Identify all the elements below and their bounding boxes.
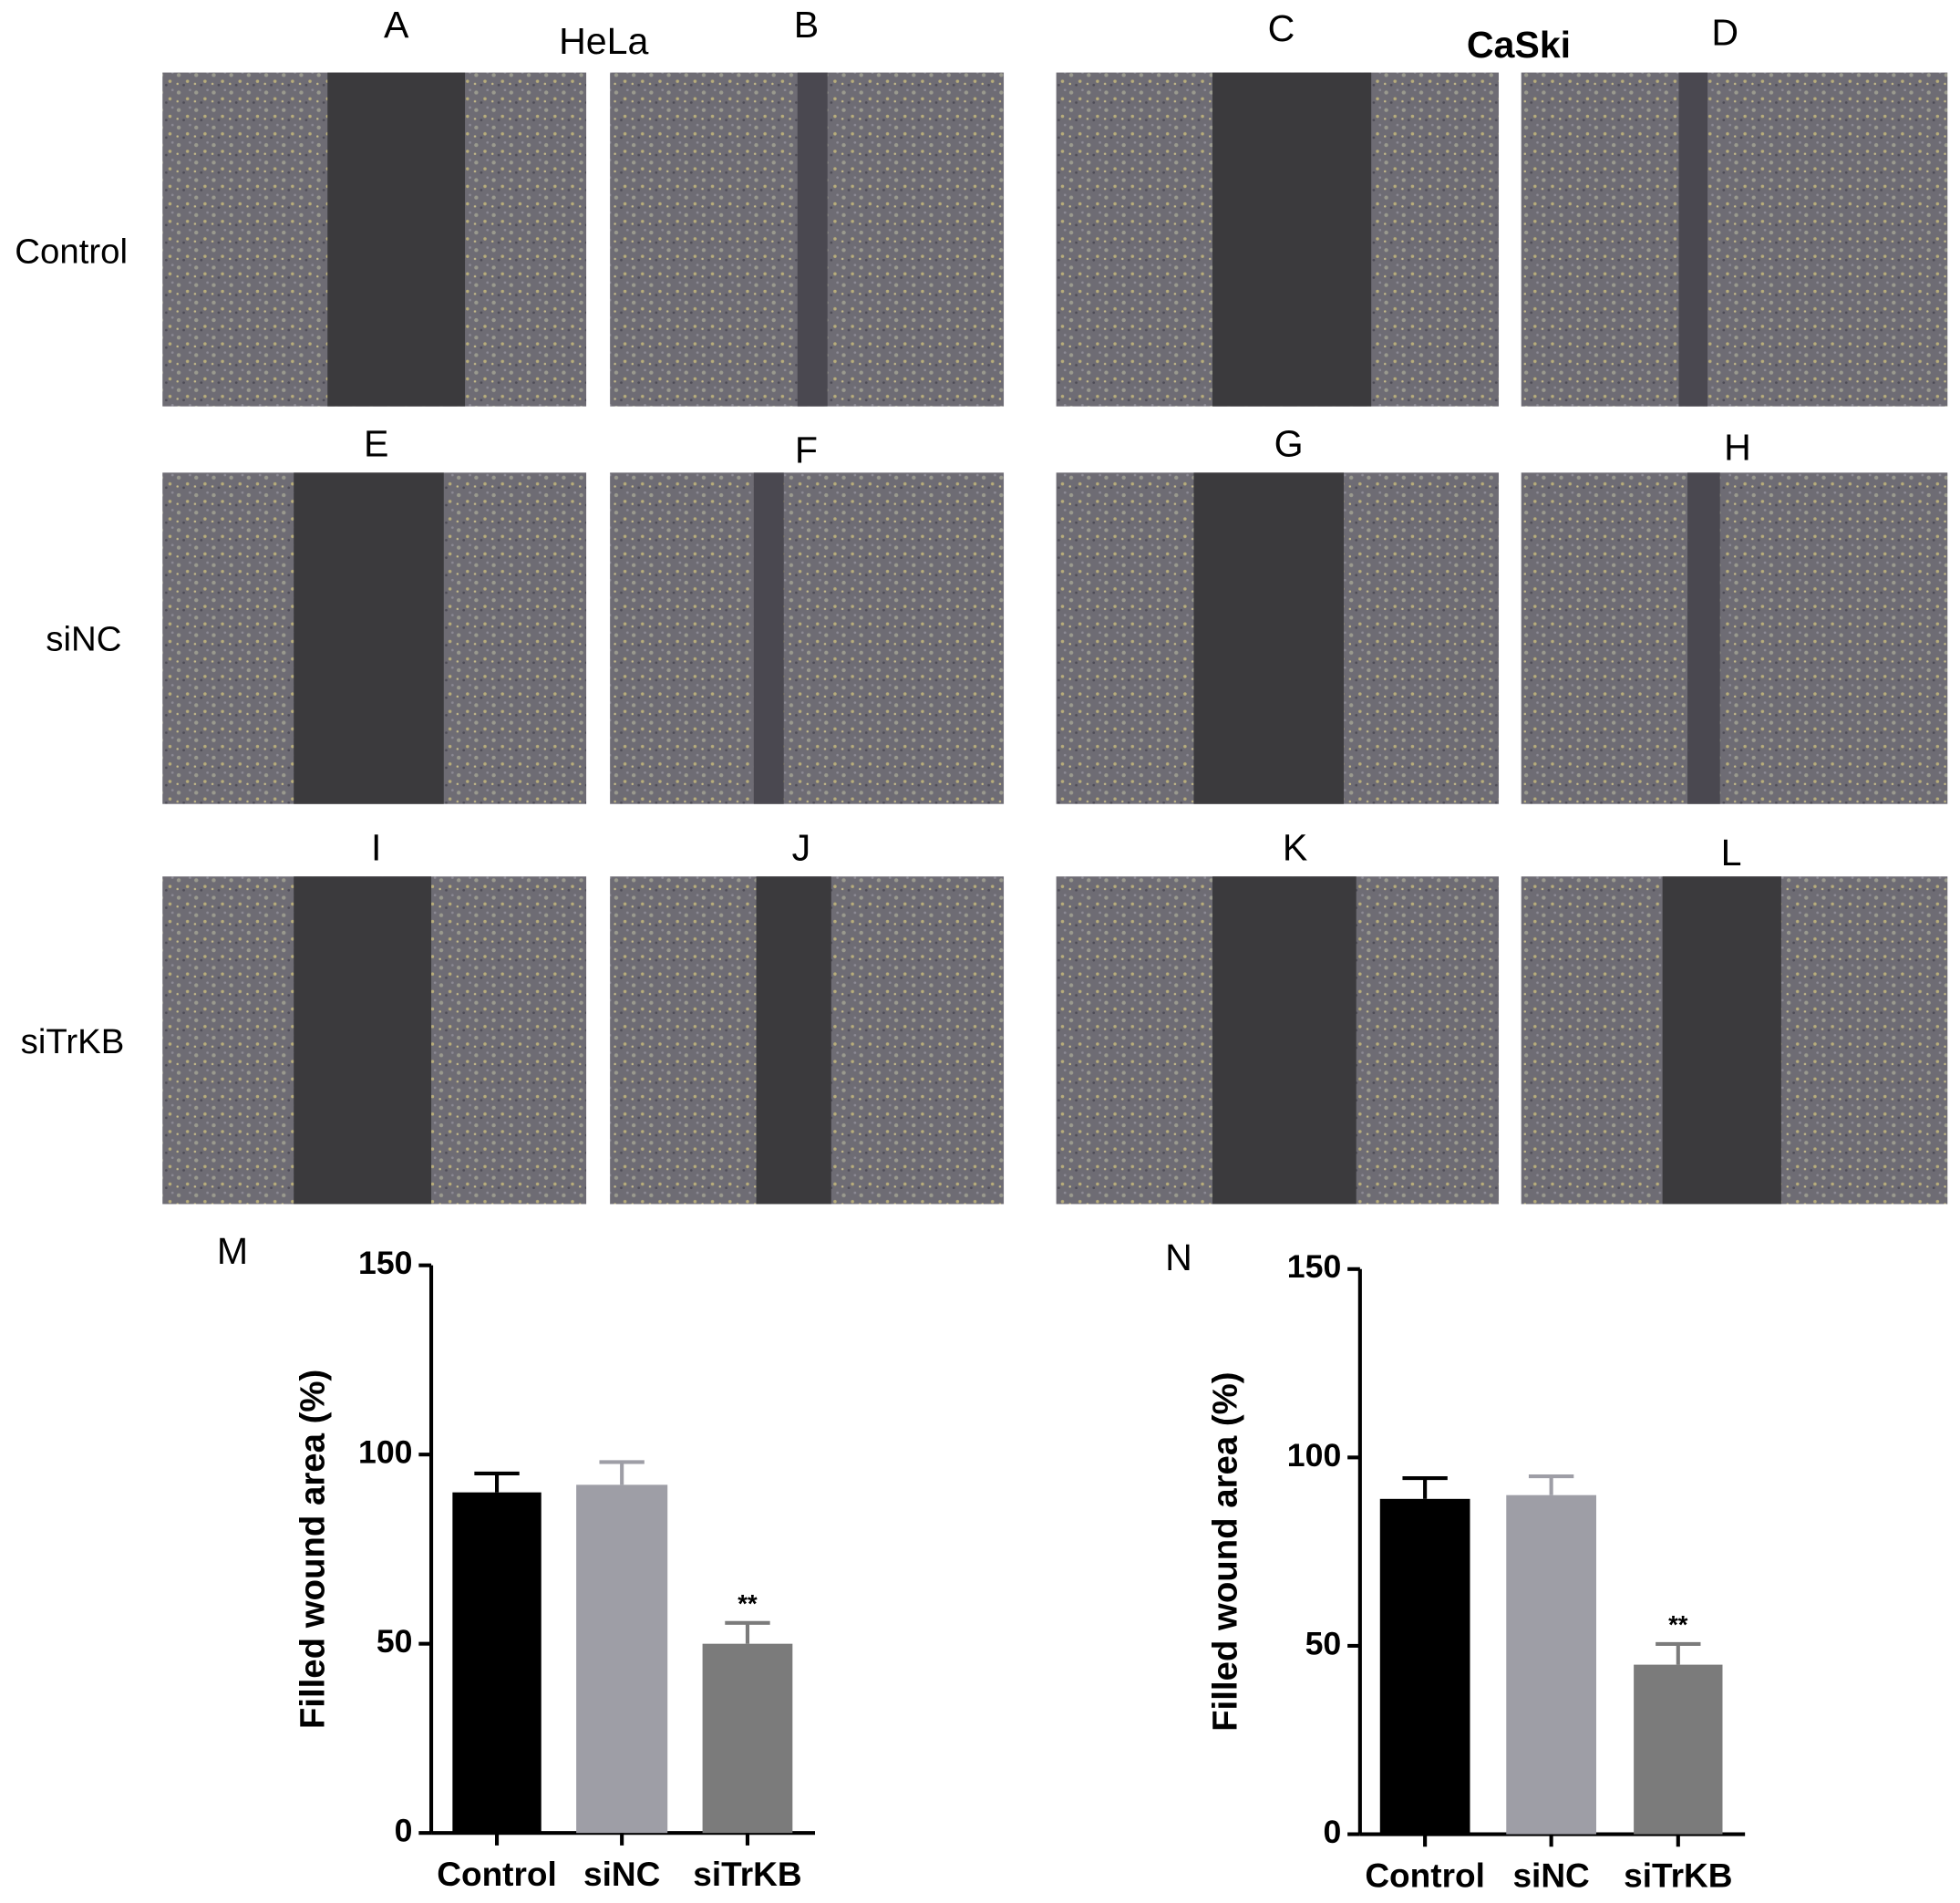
bar: [452, 1492, 542, 1834]
panel-label: M: [217, 1230, 248, 1272]
y-tick-label: 0: [395, 1813, 413, 1849]
panel-label: G: [1274, 422, 1304, 464]
bar: [1634, 1664, 1723, 1835]
wound-gap: [756, 876, 831, 1205]
y-axis-label: Filled wound area (%): [1206, 1371, 1245, 1731]
row-label: siTrKB: [21, 1022, 125, 1061]
y-tick-label: 150: [1287, 1248, 1341, 1285]
panel-label: K: [1283, 826, 1307, 868]
wound-gap: [797, 72, 828, 407]
bar: [576, 1484, 668, 1834]
wound-gap: [1212, 876, 1357, 1205]
y-tick-label: 100: [358, 1434, 412, 1471]
wound-gap: [1687, 472, 1720, 804]
micrograph: [1521, 472, 1948, 804]
panel-label: A: [384, 4, 409, 46]
panel-label: C: [1268, 7, 1295, 49]
x-tick-label: siNC: [583, 1855, 660, 1893]
panel-label: N: [1165, 1236, 1192, 1278]
row-label: Control: [15, 233, 128, 272]
wound-gap: [753, 472, 784, 804]
bar: [1379, 1498, 1470, 1835]
wound-gap: [294, 876, 432, 1205]
significance-label: **: [738, 1589, 758, 1618]
x-tick-label: siNC: [1512, 1856, 1589, 1894]
panel-label: D: [1711, 11, 1738, 53]
y-tick-label: 50: [1305, 1625, 1342, 1661]
micrograph: [610, 472, 1005, 804]
panel-label: B: [794, 4, 819, 46]
row-label: siNC: [46, 620, 121, 659]
x-tick-label: Control: [1365, 1856, 1485, 1894]
x-tick-label: siTrKB: [693, 1855, 801, 1893]
y-axis-label: Filled wound area (%): [294, 1370, 333, 1729]
panel-label: J: [792, 826, 811, 868]
x-tick-label: Control: [437, 1855, 557, 1893]
y-tick-label: 150: [358, 1245, 412, 1281]
wound-gap: [294, 472, 444, 804]
panel-label: F: [795, 429, 818, 471]
cell-line-label: CaSki: [1467, 24, 1571, 66]
cell-line-label: HeLa: [559, 20, 648, 62]
panel-label: H: [1724, 427, 1751, 469]
wound-gap: [1212, 72, 1372, 407]
panel-label: E: [364, 422, 388, 464]
y-tick-label: 50: [377, 1623, 413, 1660]
bar: [702, 1643, 793, 1834]
wound-gap: [1678, 72, 1708, 407]
micrograph: [1521, 72, 1948, 407]
wound-gap: [1193, 472, 1345, 804]
panel-label: I: [371, 826, 381, 868]
y-tick-label: 0: [1323, 1814, 1341, 1850]
x-tick-label: siTrKB: [1624, 1856, 1732, 1894]
wound-gap: [1662, 876, 1781, 1205]
wound-gap: [327, 72, 466, 407]
bar: [1506, 1494, 1596, 1835]
panel-label: L: [1721, 832, 1742, 874]
significance-label: **: [1668, 1610, 1688, 1639]
y-tick-label: 100: [1287, 1437, 1341, 1474]
